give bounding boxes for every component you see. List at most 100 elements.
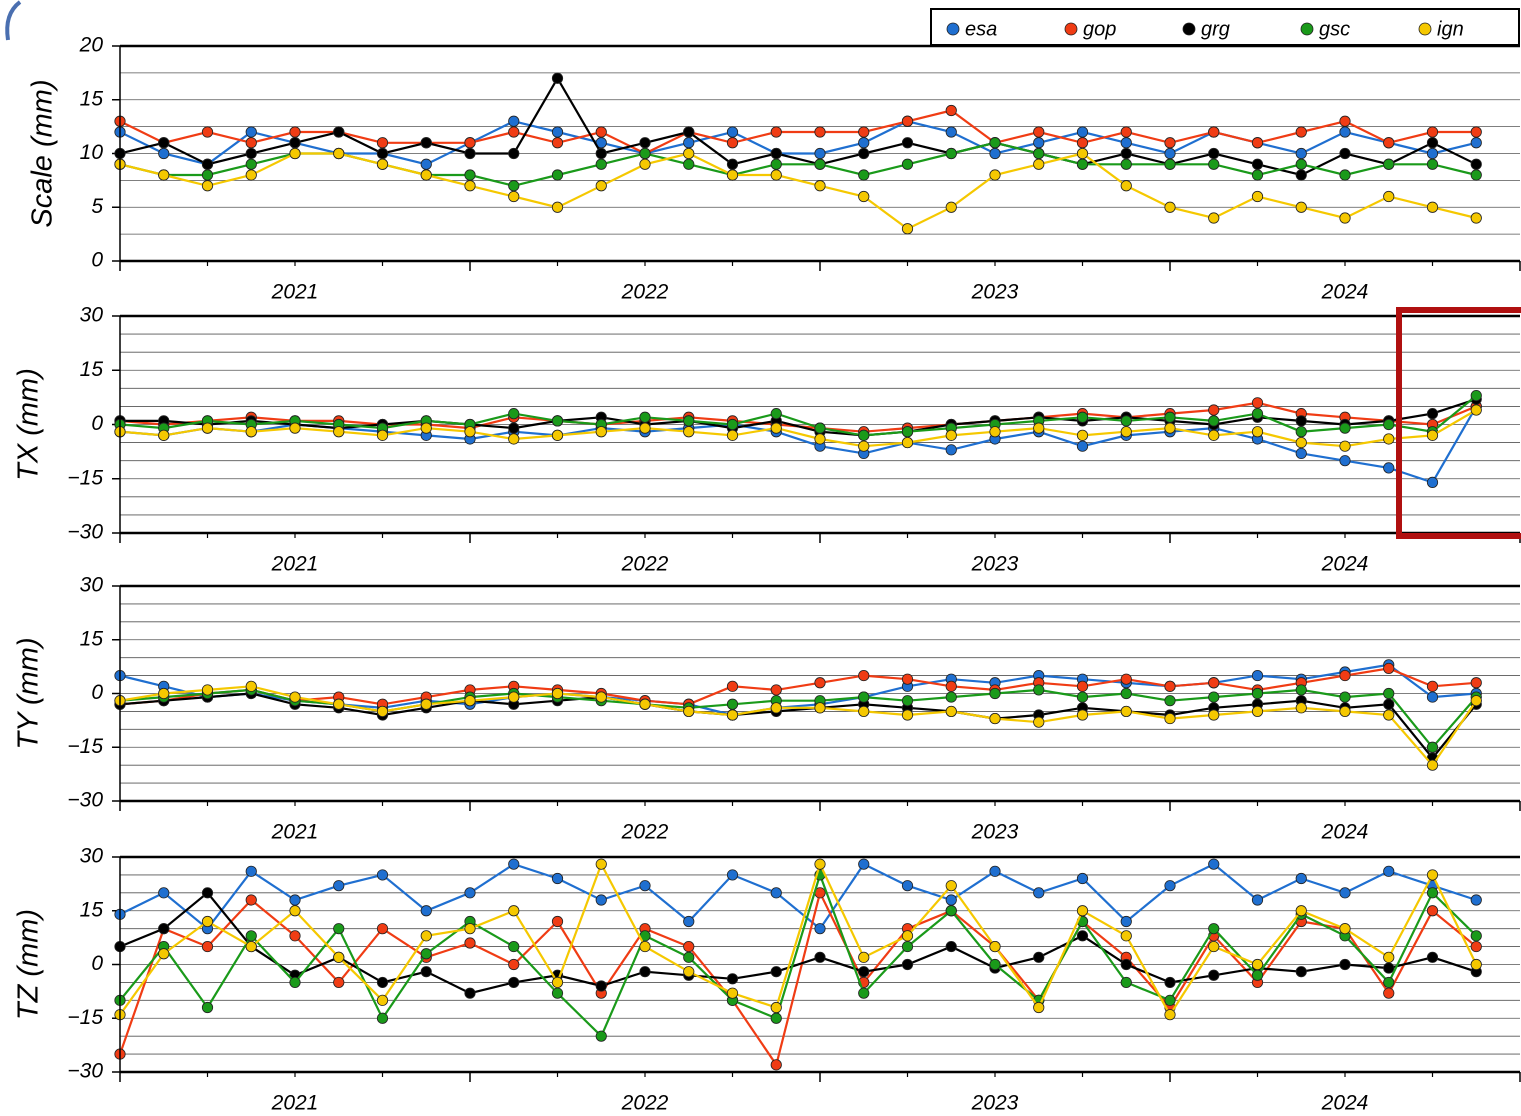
point [989, 426, 1001, 438]
point [1383, 418, 1395, 431]
point [551, 126, 564, 138]
point [989, 169, 1001, 181]
x-tick-label: 2021 [271, 1092, 319, 1115]
point [595, 691, 607, 703]
point [245, 137, 257, 149]
point [333, 880, 345, 892]
point [1076, 905, 1089, 917]
point [770, 147, 782, 160]
point [595, 180, 607, 192]
point [726, 987, 739, 999]
point [508, 905, 520, 917]
point [639, 880, 651, 892]
point [1120, 426, 1132, 438]
point [1208, 923, 1220, 935]
point [158, 137, 170, 149]
point [1120, 415, 1132, 427]
point [639, 158, 651, 170]
point [1426, 905, 1439, 917]
y-tick-label: 0 [91, 249, 103, 272]
point [1426, 137, 1439, 149]
point [1076, 137, 1089, 149]
y-axis-label: TX (mm) [13, 368, 45, 481]
point [1470, 158, 1482, 170]
point [1251, 169, 1264, 181]
point [1383, 976, 1395, 989]
point [289, 137, 301, 149]
point [595, 1030, 607, 1042]
point [814, 702, 826, 714]
point [551, 687, 564, 700]
point [464, 887, 476, 899]
point [683, 147, 695, 160]
point [1164, 137, 1176, 149]
point [945, 880, 957, 892]
point [1033, 684, 1045, 696]
point [901, 940, 914, 953]
point [1251, 397, 1264, 409]
point [901, 880, 914, 892]
point [1033, 158, 1045, 170]
point [551, 72, 564, 84]
y-tick-label: 30 [80, 845, 104, 868]
point [639, 147, 651, 160]
point [814, 951, 826, 963]
point [376, 137, 389, 149]
point [814, 147, 826, 160]
point [726, 158, 739, 170]
point [1383, 662, 1395, 675]
point [289, 147, 301, 160]
point [1295, 702, 1307, 714]
point [508, 958, 520, 971]
point [201, 422, 214, 434]
point [726, 680, 739, 692]
series-line [119, 861, 1478, 1017]
point [1120, 126, 1132, 138]
point [1033, 422, 1045, 434]
point [1470, 894, 1482, 906]
point [1426, 869, 1439, 881]
y-tick-label: −15 [67, 735, 103, 758]
point [1295, 415, 1307, 427]
point [1164, 976, 1176, 989]
point [858, 705, 870, 718]
point [376, 923, 389, 935]
point [1208, 940, 1220, 953]
point [770, 702, 782, 714]
point [1120, 137, 1132, 149]
y-tick-label: 15 [80, 358, 104, 381]
point [158, 948, 170, 960]
point [989, 147, 1001, 160]
logo-fragment [5, 0, 22, 41]
point [333, 976, 345, 989]
point [858, 858, 870, 870]
point [901, 137, 914, 149]
point [945, 691, 957, 703]
point [858, 987, 870, 999]
series-line [119, 109, 1477, 155]
point [726, 698, 739, 710]
y-tick-label: 30 [80, 304, 104, 327]
point [1339, 115, 1351, 127]
legend-label: gsc [1319, 18, 1350, 40]
point [1164, 201, 1176, 213]
point [420, 698, 432, 710]
series-line [119, 76, 1477, 177]
point [551, 976, 564, 989]
y-tick-label: 15 [80, 87, 104, 110]
y-axis-label: Scale (mm) [27, 79, 59, 227]
point [420, 158, 432, 170]
point [1076, 429, 1089, 441]
point [770, 158, 782, 170]
point [333, 698, 345, 710]
y-tick-label: 0 [91, 952, 103, 975]
point [945, 444, 957, 456]
point [683, 126, 695, 138]
point [1383, 709, 1395, 721]
y-tick-label: −30 [67, 789, 103, 812]
point [595, 980, 607, 992]
point [1339, 126, 1351, 138]
point [1426, 759, 1439, 771]
point [245, 894, 257, 906]
y-tick-label: −15 [67, 1006, 103, 1029]
